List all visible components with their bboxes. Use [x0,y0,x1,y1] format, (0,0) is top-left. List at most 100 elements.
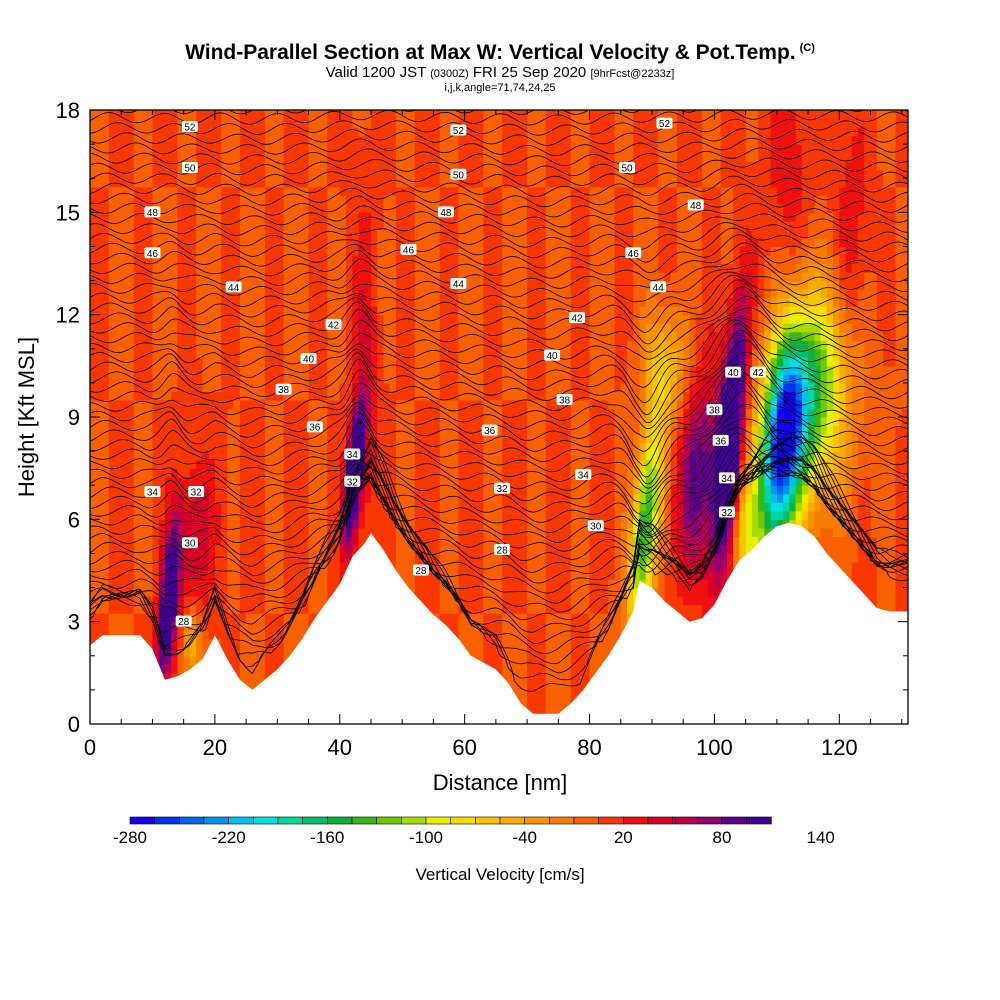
velocity-cell [520,587,528,597]
velocity-cell [202,476,210,486]
velocity-cell [264,399,272,410]
velocity-cell [296,587,303,597]
velocity-cell [726,553,734,563]
velocity-cell [277,399,285,410]
velocity-cell [477,544,484,555]
velocity-cell [239,434,247,444]
velocity-cell [708,519,716,529]
velocity-cell [826,468,834,478]
velocity-cell [402,561,410,572]
velocity-cell [714,417,722,427]
velocity-cell [258,655,266,665]
velocity-cell [452,527,460,537]
velocity-cell [770,510,778,520]
velocity-cell [364,519,372,529]
velocity-cell [258,570,266,580]
velocity-cell [196,613,203,623]
velocity-cell [420,544,428,555]
velocity-cell [164,672,172,682]
velocity-cell [708,451,716,461]
velocity-cell [333,442,341,452]
velocity-cell [277,510,285,520]
velocity-cell [545,561,553,572]
velocity-cell [602,604,609,614]
velocity-cell [808,493,815,503]
velocity-cell [196,604,203,614]
velocity-cell [302,604,310,614]
velocity-cell [90,417,97,427]
velocity-cell [527,451,534,461]
velocity-cell [826,493,834,503]
velocity-cell [620,434,628,444]
velocity-cell [121,408,129,418]
velocity-cell [296,613,303,623]
velocity-cell [377,502,385,512]
velocity-cell [164,604,172,614]
velocity-cell [158,570,166,580]
velocity-cell [470,630,478,640]
velocity-cell [327,561,335,572]
velocity-cell [701,502,709,512]
velocity-cell [289,527,297,537]
velocity-cell [608,587,616,597]
velocity-cell [733,468,740,478]
velocity-cell [502,527,509,537]
velocity-cell [583,561,591,572]
velocity-cell [127,417,135,427]
velocity-cell [745,493,753,503]
velocity-cell [527,408,534,418]
velocity-cell [114,399,122,410]
velocity-cell [833,519,840,529]
velocity-cell [851,553,859,563]
velocity-cell [202,519,210,529]
velocity-cell [539,451,547,461]
velocity-cell [283,502,291,512]
velocity-cell [876,544,884,555]
velocity-cell [539,502,547,512]
velocity-cell [808,451,815,461]
velocity-cell [620,613,628,623]
velocity-cell [751,502,759,512]
velocity-cell [458,579,466,589]
velocity-cell [102,468,110,478]
velocity-cell [795,485,803,495]
velocity-cell [514,502,522,512]
velocity-cell [895,399,903,410]
velocity-cell [570,399,578,410]
velocity-cell [614,459,622,469]
velocity-cell [689,434,697,444]
velocity-cell [764,399,772,410]
velocity-cell [764,502,772,512]
velocity-cell [164,434,172,444]
velocity-cell [695,485,703,495]
velocity-cell [327,485,335,495]
velocity-cell [189,579,197,589]
velocity-cell [889,399,897,410]
velocity-cell [158,579,166,589]
velocity-cell [764,485,772,495]
velocity-cell [102,417,110,427]
velocity-cell [833,544,840,555]
velocity-cell [495,655,503,665]
velocity-cell [395,527,403,537]
velocity-cell [233,630,241,640]
velocity-cell [502,638,509,648]
velocity-cell [427,587,435,597]
velocity-cell [346,425,353,435]
velocity-cell [739,527,747,537]
velocity-cell [96,630,104,640]
velocity-cell [171,510,179,520]
velocity-cell [558,604,566,614]
velocity-cell [458,621,466,631]
velocity-cell [408,408,416,418]
velocity-cell [901,536,908,546]
velocity-cell [171,613,179,623]
velocity-cell [246,544,253,555]
velocity-cell [683,408,691,418]
velocity-cell [708,502,716,512]
velocity-cell [577,459,584,469]
velocity-cell [333,536,341,546]
velocity-cell [552,689,559,700]
velocity-cell [733,527,740,537]
velocity-cell [508,570,516,580]
